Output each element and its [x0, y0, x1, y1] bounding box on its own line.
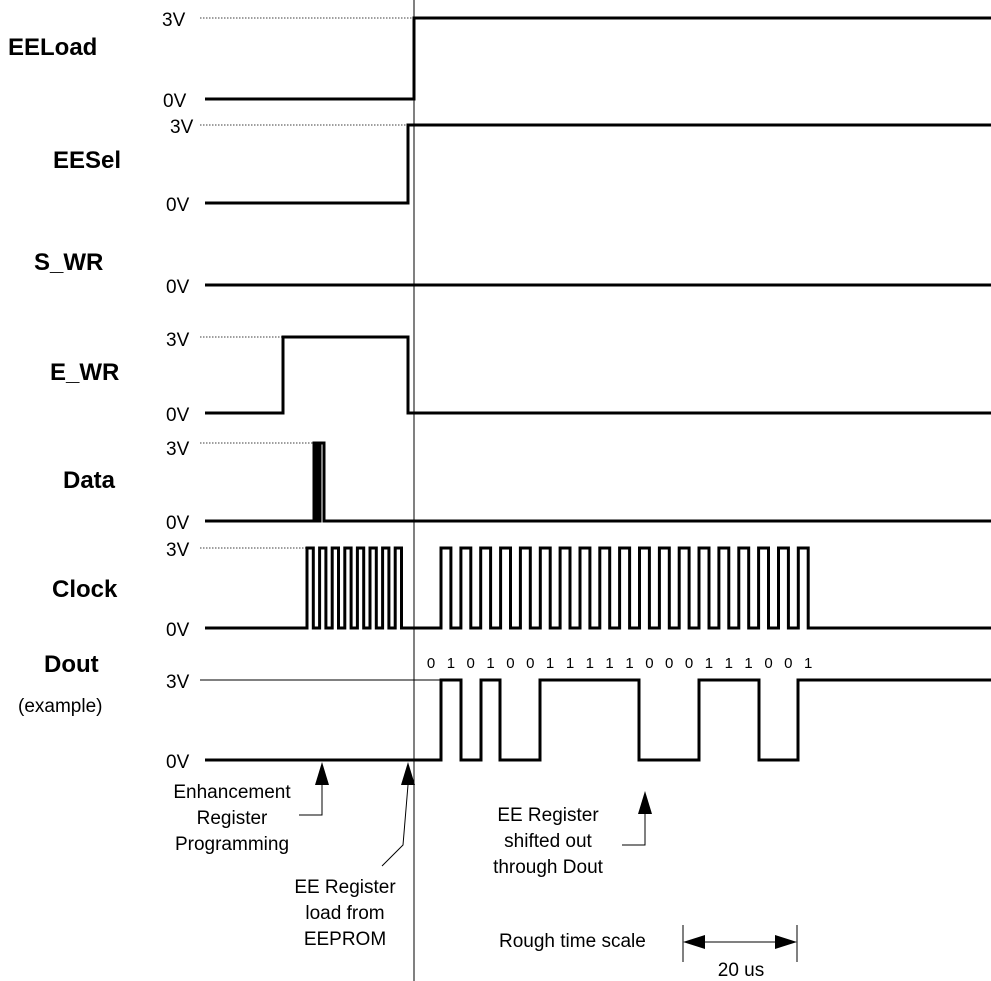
- ee-shift-arrow-shaft: [622, 814, 646, 846]
- ee-shift-arrow-head: [638, 791, 652, 814]
- dout-bit-8: 1: [586, 655, 594, 672]
- signal-name-dout: Dout: [44, 651, 99, 678]
- time-scale-value: 20 us: [718, 960, 764, 981]
- enhancement-arrow-shaft: [299, 785, 323, 816]
- eeload-waveform: [205, 16, 991, 101]
- dout-bit-16: 1: [744, 655, 752, 672]
- dout-bit-10: 1: [625, 655, 633, 672]
- dout-bit-1: 1: [447, 655, 455, 672]
- clock-low-label: 0V: [166, 620, 190, 641]
- dout-bit-2: 0: [467, 655, 475, 672]
- dout-bit-7: 1: [566, 655, 574, 672]
- dout-bit-12: 0: [665, 655, 673, 672]
- dout-bit-3: 1: [486, 655, 494, 672]
- eeload-low-label: 0V: [163, 91, 187, 112]
- signal-name-data: Data: [63, 467, 116, 494]
- clock-waveform: [205, 546, 991, 630]
- eesel-waveform: [205, 123, 991, 205]
- enhancement-label-line-2: Register: [197, 808, 268, 829]
- dout-low-label: 0V: [166, 752, 190, 773]
- enhancement-label-line-1: Enhancement: [173, 782, 291, 803]
- eesel-high-label: 3V: [170, 117, 194, 138]
- eeload-high-label: 3V: [162, 10, 186, 31]
- enhancement-label-line-3: Programming: [175, 834, 289, 855]
- data-low-label: 0V: [166, 513, 190, 534]
- ee-load-label-line-1: EE Register: [294, 877, 396, 898]
- dout-bit-6: 1: [546, 655, 554, 672]
- dout-bit-14: 1: [705, 655, 713, 672]
- data-high-label: 3V: [166, 439, 190, 460]
- ee-load-arrow-shaft: [381, 784, 409, 867]
- time-scale-label: Rough time scale: [499, 931, 646, 952]
- dout-bit-18: 0: [784, 655, 792, 672]
- data-waveform: [205, 441, 991, 523]
- ee-load-label-line-2: load from: [305, 903, 384, 924]
- enhancement-arrow-head: [315, 762, 329, 785]
- dout-bit-17: 0: [764, 655, 772, 672]
- signal-name-clock: Clock: [52, 576, 118, 603]
- signal-sub-dout: (example): [18, 696, 102, 717]
- ee-load-label-line-3: EEPROM: [304, 929, 386, 950]
- ee-load-arrow-head: [401, 762, 415, 785]
- clock-high-label: 3V: [166, 540, 190, 561]
- dout-bit-0: 0: [427, 655, 435, 672]
- s-wr-low-label: 0V: [166, 277, 190, 298]
- signal-name-s-wr: S_WR: [34, 249, 103, 276]
- ee-shift-label-line-3: through Dout: [493, 857, 604, 878]
- dout-bit-11: 0: [645, 655, 653, 672]
- e-wr-high-label: 3V: [166, 330, 190, 351]
- ee-shift-label-line-1: EE Register: [497, 805, 599, 826]
- dout-bit-4: 0: [506, 655, 514, 672]
- signal-name-e-wr: E_WR: [50, 359, 119, 386]
- signal-name-eesel: EESel: [53, 147, 121, 174]
- dout-waveform: [205, 678, 991, 762]
- dout-high-label: 3V: [166, 672, 190, 693]
- eesel-low-label: 0V: [166, 195, 190, 216]
- ee-shift-label-line-2: shifted out: [504, 831, 592, 852]
- dout-bit-5: 0: [526, 655, 534, 672]
- dout-bit-19: 1: [804, 655, 812, 672]
- dout-bit-9: 1: [605, 655, 613, 672]
- dout-bit-13: 0: [685, 655, 693, 672]
- dout-bit-15: 1: [725, 655, 733, 672]
- e-wr-waveform: [205, 335, 991, 415]
- e-wr-low-label: 0V: [166, 405, 190, 426]
- signal-name-eeload: EELoad: [8, 34, 97, 61]
- time-scale-right-arrow: [775, 935, 797, 949]
- time-scale-left-arrow: [683, 935, 705, 949]
